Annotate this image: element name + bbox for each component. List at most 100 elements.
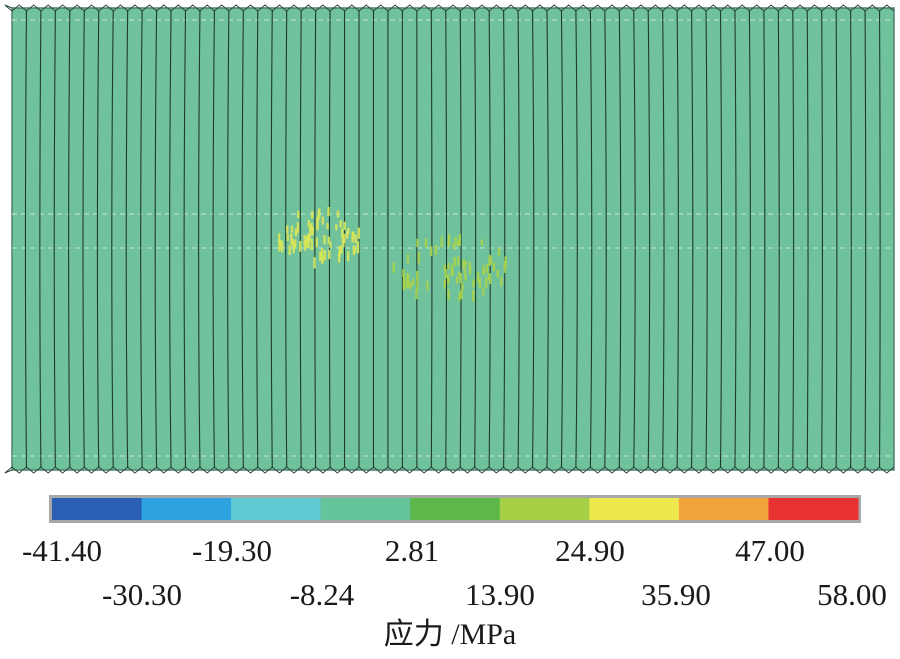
hotspot-mark <box>320 248 324 259</box>
hotspot-mark <box>487 273 491 281</box>
hotspot-mark <box>485 264 489 273</box>
hotspot-mark <box>321 257 324 264</box>
hotspot-mark <box>323 234 326 245</box>
hotspot-mark <box>346 251 350 262</box>
hotspot-mark <box>463 267 466 274</box>
stress-field-background <box>11 7 895 471</box>
hotspot-mark <box>291 238 294 247</box>
colorbar-segment-5 <box>499 498 590 520</box>
hotspot-mark <box>452 243 455 250</box>
hotspot-mark <box>434 244 438 255</box>
hotspot-mark <box>313 257 316 269</box>
mesh-stripe <box>763 9 766 469</box>
hotspot-mark <box>297 210 300 219</box>
hotspot-mark <box>336 210 340 218</box>
hotspot-mark <box>310 239 313 251</box>
hotspot-mark <box>424 238 428 248</box>
hotspot-mark <box>294 239 297 249</box>
mesh-stripe <box>618 9 622 469</box>
colorbar-segment-1 <box>141 498 232 520</box>
hotspot-mark <box>447 274 450 285</box>
mesh-stripe <box>792 9 795 469</box>
hotspot-mark <box>286 225 289 234</box>
hotspot-mark <box>329 241 332 248</box>
hotspot-mark <box>307 219 310 227</box>
mesh-stripe <box>474 9 477 469</box>
mesh-stripe <box>459 9 462 469</box>
mesh-stripe <box>111 9 114 469</box>
hotspot-mark <box>480 239 484 246</box>
mesh-stripe <box>154 9 158 469</box>
hotspot-mark <box>455 276 459 284</box>
hotspot-center <box>392 234 507 302</box>
mesh-stripe <box>604 9 607 469</box>
mesh-stripe <box>560 9 564 469</box>
hotspot-mark <box>458 292 461 302</box>
colorbar-tick-label: -19.30 <box>191 533 273 568</box>
hotspot-mark <box>278 233 281 244</box>
hotspot-mark <box>460 289 463 300</box>
hotspot-mark <box>447 262 450 270</box>
hotspot-mark <box>447 234 451 244</box>
mesh-stripe <box>96 9 100 469</box>
mesh-stripe <box>169 9 172 469</box>
hotspot-mark <box>338 245 341 258</box>
stress-field <box>4 4 895 474</box>
hotspot-mark <box>457 239 460 247</box>
hotspot-mark <box>356 241 360 254</box>
hotspot-mark <box>496 269 499 278</box>
colorbar-tick-label: 13.90 <box>465 577 535 612</box>
hotspot-mark <box>343 221 346 231</box>
hotspot-mark <box>429 246 433 256</box>
hotspot-mark <box>335 224 338 231</box>
mesh-stripe <box>777 9 780 469</box>
hotspot-mark <box>309 227 312 236</box>
mesh-stripe <box>589 9 593 469</box>
hotspot-mark <box>326 222 329 230</box>
hotspot-mark <box>454 237 457 246</box>
mesh-stripe <box>82 9 85 469</box>
hotspot-mark <box>290 225 294 233</box>
hotspot-mark <box>303 234 306 246</box>
colorbar-tick-label: -30.30 <box>101 577 183 612</box>
mesh-stripe <box>503 9 506 469</box>
hotspot-mark <box>415 288 418 300</box>
hotspot-mark <box>286 234 290 241</box>
hotspot-mark <box>492 262 496 272</box>
mesh-stripe <box>719 9 723 469</box>
hotspot-mark <box>340 245 343 254</box>
hotspot-mark <box>321 216 324 225</box>
hotspot-mark <box>352 231 355 239</box>
hotspot-mark <box>319 251 322 261</box>
mesh-stripe <box>183 9 187 469</box>
colorbar-segment-4 <box>410 498 501 520</box>
hotspot-mark <box>405 281 408 289</box>
hotspot-mark <box>472 279 475 288</box>
mesh-stripe <box>53 9 56 469</box>
hotspot-mark <box>342 238 345 248</box>
hotspot-mark <box>461 282 464 291</box>
hotspot-mark <box>450 267 454 276</box>
hotspot-mark <box>294 230 298 237</box>
mesh-stripe <box>821 9 823 469</box>
colorbar-segment-7 <box>678 498 769 520</box>
colorbar-segment-6 <box>589 498 680 520</box>
hotspot-mark <box>489 256 493 265</box>
hotspot-mark <box>337 252 341 263</box>
hotspot-mark <box>299 240 302 252</box>
mesh-stripe <box>39 9 42 469</box>
mesh-stripe <box>270 9 273 469</box>
hotspot-mark <box>468 265 472 275</box>
hotspot-mark <box>345 231 349 239</box>
mesh-stripe <box>212 9 215 469</box>
hotspot-mark <box>280 242 284 253</box>
mesh-stripe <box>531 9 535 469</box>
hotspot-mark <box>304 240 307 251</box>
mesh-stripe <box>806 9 809 469</box>
colorbar-segment-3 <box>320 498 411 520</box>
hotspot-mark <box>311 211 314 219</box>
hotspot-mark <box>416 238 419 247</box>
mesh-stripe <box>835 9 838 469</box>
mesh-stripe <box>878 9 881 469</box>
